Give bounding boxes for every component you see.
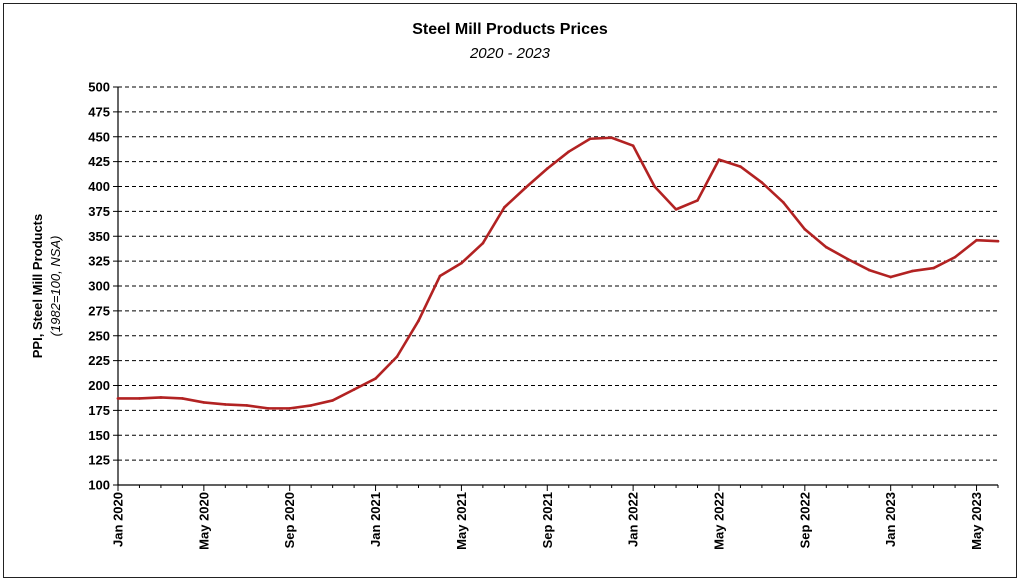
data-point xyxy=(374,377,377,380)
y-tick-label: 100 xyxy=(88,478,110,493)
y-tick-label: 150 xyxy=(88,428,110,443)
data-point xyxy=(181,397,184,400)
data-point xyxy=(932,266,935,270)
y-axis-ticks: 100 125 150 175 200 225 250 275 300 325 350 375 400 4… xyxy=(88,80,118,493)
data-point xyxy=(138,397,141,400)
data-point xyxy=(116,397,120,400)
y-tick-label: 225 xyxy=(88,353,110,368)
data-point xyxy=(438,274,442,278)
data-point xyxy=(395,355,399,358)
data-point xyxy=(331,399,334,402)
x-axis-ticks: Jan 2020 May 2020 Sep 2020 Jan 2021 May 2021… xyxy=(111,485,999,550)
y-tick-label: 300 xyxy=(88,279,110,294)
data-point xyxy=(524,186,528,189)
y-axis-label-group: PPI, Steel Mill Products (1982=100, NSA) xyxy=(30,214,63,358)
x-tick-label: May 2022 xyxy=(711,492,726,550)
y-tick-label: 325 xyxy=(88,254,110,269)
x-tick-label: Sep 2022 xyxy=(797,492,812,548)
x-tick-label: Sep 2021 xyxy=(540,492,555,548)
y-tick-label: 425 xyxy=(88,154,110,169)
y-tick-label: 400 xyxy=(88,179,110,194)
y-tick-label: 350 xyxy=(88,229,110,244)
y-tick-label: 375 xyxy=(88,204,110,219)
data-point xyxy=(631,144,635,148)
y-tick-label: 475 xyxy=(88,104,110,119)
data-point xyxy=(417,319,420,323)
data-point xyxy=(846,257,850,261)
gridlines xyxy=(118,86,998,461)
series-line xyxy=(116,136,1000,410)
data-point xyxy=(824,245,828,249)
data-point xyxy=(717,158,721,161)
x-tick-label: May 2023 xyxy=(969,492,984,550)
data-point xyxy=(889,275,892,279)
data-point xyxy=(653,185,656,188)
data-point xyxy=(867,268,871,272)
y-tick-label: 175 xyxy=(88,403,110,418)
y-tick-label: 450 xyxy=(88,129,110,144)
axes xyxy=(117,87,998,486)
y-tick-label: 275 xyxy=(88,303,110,318)
series-group xyxy=(116,136,1000,410)
data-point xyxy=(159,396,163,399)
data-point xyxy=(975,238,978,242)
data-point xyxy=(245,404,249,407)
data-point xyxy=(696,199,699,202)
chart-frame xyxy=(3,3,1017,578)
data-point xyxy=(739,165,742,168)
data-point xyxy=(202,401,206,404)
x-tick-label: Jan 2020 xyxy=(111,492,126,547)
data-point xyxy=(996,239,1000,243)
data-point xyxy=(545,167,549,170)
data-point xyxy=(460,261,463,265)
data-point xyxy=(760,181,764,184)
x-tick-label: Jan 2022 xyxy=(626,492,641,547)
data-point xyxy=(309,404,313,407)
data-point xyxy=(503,206,506,209)
x-tick-label: Sep 2020 xyxy=(282,492,297,548)
data-point xyxy=(803,227,807,231)
data-point xyxy=(910,269,914,273)
data-point xyxy=(588,137,592,141)
data-point xyxy=(266,407,270,410)
data-point xyxy=(674,208,678,211)
data-point xyxy=(481,241,485,245)
y-axis-label: PPI, Steel Mill Products xyxy=(30,214,45,358)
x-tick-label: May 2020 xyxy=(196,492,211,550)
x-tick-label: Jan 2023 xyxy=(883,492,898,547)
x-tick-label: Jan 2021 xyxy=(368,492,383,547)
y-tick-label: 250 xyxy=(88,328,110,343)
data-point xyxy=(224,403,227,406)
x-tick-label: May 2021 xyxy=(454,492,469,550)
y-tick-label: 125 xyxy=(88,453,110,468)
data-point xyxy=(953,255,957,259)
y-tick-label: 500 xyxy=(88,80,110,95)
data-point xyxy=(610,136,613,140)
data-point xyxy=(352,388,356,391)
chart-title: Steel Mill Products Prices xyxy=(412,21,608,38)
chart-subtitle: 2020 - 2023 xyxy=(469,45,551,62)
y-tick-label: 200 xyxy=(88,378,110,393)
data-point xyxy=(782,201,785,204)
y-axis-sublabel: (1982=100, NSA) xyxy=(48,236,63,337)
data-point xyxy=(288,407,292,410)
data-point xyxy=(567,150,571,153)
